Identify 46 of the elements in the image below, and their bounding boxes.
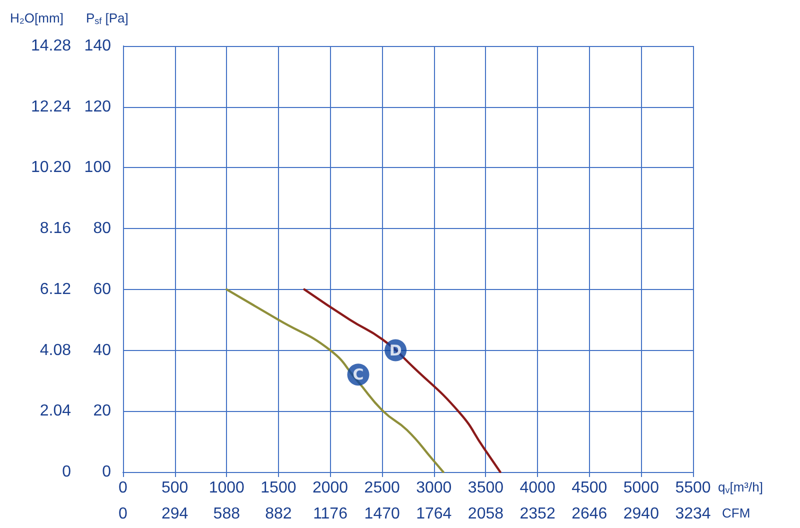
- y-tick-label: 0: [102, 464, 112, 480]
- y-tick-label: 20: [93, 402, 112, 420]
- x2-tick-label: 2352: [520, 506, 556, 522]
- x-tick-label: 5000: [623, 480, 660, 496]
- line-series: [303, 288, 502, 474]
- y2-tick-label: 2.04: [40, 402, 72, 420]
- x2-tick-label: 2940: [623, 506, 660, 522]
- y2-tick-label: 0: [62, 464, 72, 480]
- x2-tick-label: 2058: [468, 506, 504, 522]
- y-tick-label: 60: [93, 280, 112, 298]
- y-tick-label: 40: [93, 342, 112, 359]
- y2-tick-label: 14.28: [30, 38, 72, 54]
- x2-tick-label: 0: [118, 506, 128, 522]
- x2-tick-label: 294: [161, 506, 188, 522]
- x2-tick-label: 1764: [416, 506, 452, 522]
- y2-tick-label: 10.20: [30, 159, 72, 176]
- y2-tick-label: 12.24: [30, 98, 72, 116]
- x-tick-label: 2500: [364, 480, 400, 496]
- x-tick-label: 5500: [675, 480, 711, 496]
- y-tick-label: 100: [84, 159, 112, 176]
- x-tick-label: 2000: [312, 480, 348, 496]
- y2-axis-title: H₂O[mm]: [10, 10, 64, 26]
- y2-tick-label: 6.12: [40, 280, 72, 298]
- y-tick-label: 120: [84, 98, 112, 116]
- x2-tick-label: 882: [265, 506, 292, 522]
- annotation: C: [352, 366, 364, 384]
- x2-tick-label: 2646: [572, 506, 608, 522]
- x-tick-label: 4500: [572, 480, 608, 496]
- line-series: [226, 288, 444, 474]
- annotation: D: [389, 341, 402, 360]
- y2-tick-label: 8.16: [40, 220, 72, 238]
- y2-tick-label: 4.08: [40, 342, 72, 359]
- x2-axis-title: CFM: [722, 506, 750, 520]
- x-tick-label: 4000: [520, 480, 556, 496]
- x-tick-label: 3500: [468, 480, 504, 496]
- y-tick-label: 80: [93, 220, 112, 238]
- x-tick-label: 500: [161, 480, 188, 496]
- x2-tick-label: 1176: [313, 506, 348, 522]
- x-tick-label: 1500: [260, 480, 296, 496]
- x-tick-label: 1000: [208, 480, 245, 496]
- x-tick-label: 0: [118, 480, 128, 496]
- x-tick-label: 3000: [416, 480, 452, 496]
- x2-tick-label: 1470: [364, 506, 400, 522]
- y-tick-label: 140: [84, 38, 112, 54]
- x2-tick-label: 588: [213, 506, 240, 522]
- x2-tick-label: 3234: [675, 506, 711, 522]
